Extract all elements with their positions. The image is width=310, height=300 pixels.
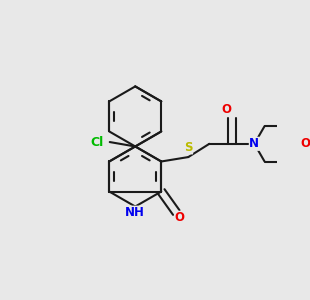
Text: N: N <box>249 137 259 150</box>
Text: O: O <box>175 211 185 224</box>
Text: O: O <box>301 137 310 150</box>
Text: Cl: Cl <box>91 136 104 148</box>
Text: O: O <box>222 103 232 116</box>
Text: NH: NH <box>125 206 145 219</box>
Text: S: S <box>184 141 193 154</box>
